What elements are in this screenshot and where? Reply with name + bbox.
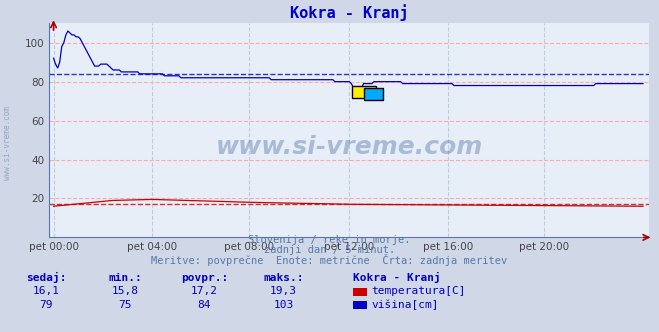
Text: zadnji dan / 5 minut.: zadnji dan / 5 minut.: [264, 245, 395, 255]
Text: sedaj:: sedaj:: [26, 272, 67, 283]
Text: 15,8: 15,8: [112, 287, 138, 296]
Text: maks.:: maks.:: [263, 273, 304, 283]
Text: 75: 75: [119, 300, 132, 310]
Text: povpr.:: povpr.:: [181, 273, 228, 283]
Text: Slovenija / reke in morje.: Slovenija / reke in morje.: [248, 235, 411, 245]
FancyBboxPatch shape: [353, 86, 376, 98]
Text: 103: 103: [273, 300, 293, 310]
Text: višina[cm]: višina[cm]: [371, 299, 438, 310]
Text: 17,2: 17,2: [191, 287, 217, 296]
Text: 16,1: 16,1: [33, 287, 59, 296]
Text: 79: 79: [40, 300, 53, 310]
Text: temperatura[C]: temperatura[C]: [371, 287, 465, 296]
FancyBboxPatch shape: [364, 88, 384, 100]
Text: min.:: min.:: [108, 273, 142, 283]
Title: Kokra - Kranj: Kokra - Kranj: [290, 4, 409, 21]
Text: Meritve: povprečne  Enote: metrične  Črta: zadnja meritev: Meritve: povprečne Enote: metrične Črta:…: [152, 254, 507, 266]
Text: www.si-vreme.com: www.si-vreme.com: [3, 106, 13, 180]
Text: 84: 84: [198, 300, 211, 310]
Text: Kokra - Kranj: Kokra - Kranj: [353, 272, 440, 283]
Text: 19,3: 19,3: [270, 287, 297, 296]
Text: www.si-vreme.com: www.si-vreme.com: [215, 135, 483, 159]
